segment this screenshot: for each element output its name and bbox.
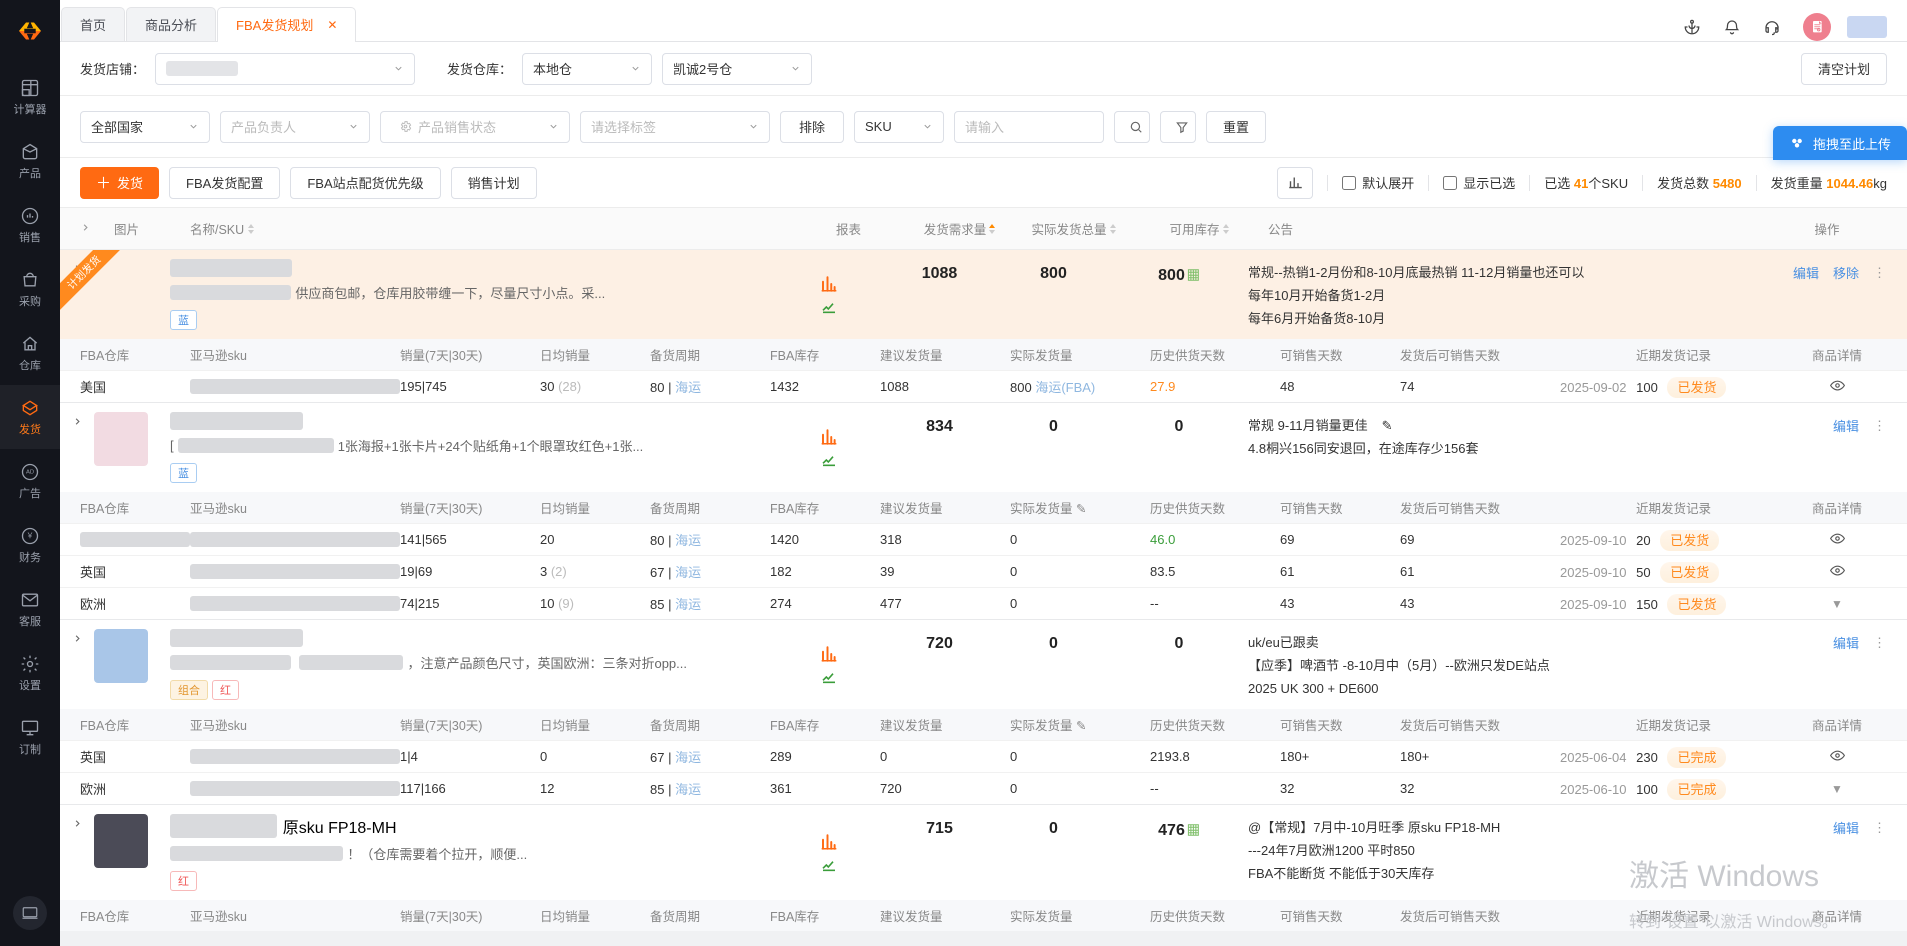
svg-text:AD: AD	[26, 470, 34, 476]
svg-text:￥: ￥	[26, 531, 34, 540]
